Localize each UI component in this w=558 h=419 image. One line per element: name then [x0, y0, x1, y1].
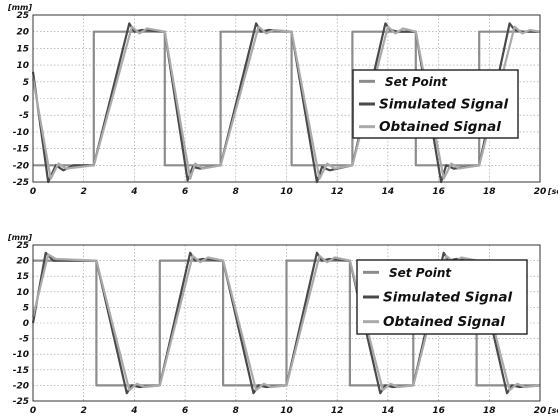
- y-tick-label: -25: [13, 397, 29, 407]
- x-tick-label: 2: [81, 187, 87, 197]
- legend-entry: Simulated Signal: [379, 97, 508, 113]
- x-axis-unit: [seg]: [547, 406, 558, 415]
- legend-box: [352, 69, 519, 139]
- x-tick-label: 20: [534, 406, 547, 416]
- y-tick-label: -5: [19, 335, 29, 345]
- x-tick-label: 10: [280, 406, 293, 416]
- x-tick-label: 18: [483, 406, 496, 416]
- y-tick-label: 10: [16, 61, 29, 71]
- legend: Set Point Simulated Signal Obtained Signal: [356, 259, 528, 335]
- x-tick-label: 14: [382, 187, 395, 197]
- legend-entry: Obtained Signal: [383, 314, 505, 330]
- x-tick-label: 10: [280, 187, 293, 197]
- x-tick-label: 0: [30, 406, 36, 416]
- plot-frame: [32, 244, 541, 402]
- legend: Set Point Simulated Signal Obtained Signal: [352, 69, 519, 139]
- x-tick-label: 16: [432, 187, 445, 197]
- y-tick-label: 20: [16, 257, 29, 267]
- legend-entry: Simulated Signal: [383, 290, 512, 306]
- x-tick-label: 14: [382, 406, 395, 416]
- x-tick-label: 6: [182, 187, 188, 197]
- y-axis-unit: [mm]: [7, 233, 32, 242]
- y-tick-label: -15: [13, 366, 29, 376]
- x-tick-label: 6: [182, 406, 188, 416]
- x-tick-label: 2: [81, 406, 87, 416]
- y-tick-label: 15: [16, 272, 29, 282]
- legend-box: [356, 259, 528, 335]
- legend-entry: Set Point: [389, 266, 452, 280]
- y-tick-label: 20: [16, 28, 29, 38]
- y-tick-label: 5: [23, 303, 29, 313]
- y-tick-label: 5: [23, 78, 29, 88]
- y-tick-label: 25: [16, 11, 29, 21]
- y-tick-label: -10: [13, 350, 29, 360]
- x-axis-unit: [seg]: [547, 187, 558, 196]
- legend-entry: Obtained Signal: [379, 119, 501, 135]
- y-tick-label: -20: [13, 161, 29, 171]
- y-tick-label: 25: [16, 241, 29, 251]
- x-tick-label: 8: [233, 187, 239, 197]
- y-tick-label: -25: [13, 178, 29, 188]
- x-tick-label: 8: [233, 406, 239, 416]
- y-tick-label: -20: [13, 381, 29, 391]
- y-tick-label: 15: [16, 44, 29, 54]
- y-tick-label: -10: [13, 128, 29, 138]
- x-tick-label: 4: [130, 406, 137, 416]
- y-tick-label: 0: [23, 95, 29, 105]
- legend-entry: Set Point: [385, 75, 448, 89]
- series-line-obtained-signal: [31, 253, 541, 392]
- x-tick-label: 4: [130, 187, 137, 197]
- y-tick-label: -15: [13, 145, 29, 155]
- x-tick-label: 16: [432, 406, 445, 416]
- x-tick-label: 18: [483, 187, 496, 197]
- x-tick-label: 0: [30, 187, 36, 197]
- series-line-obtained-signal: [31, 25, 541, 180]
- y-tick-label: 0: [23, 319, 29, 329]
- y-tick-label: -5: [19, 111, 29, 121]
- y-tick-label: 10: [16, 288, 29, 298]
- x-tick-label: 12: [331, 406, 344, 416]
- y-axis-unit: [mm]: [7, 3, 32, 12]
- plot-frame: [32, 14, 541, 183]
- x-tick-label: 20: [534, 187, 547, 197]
- x-tick-label: 12: [331, 187, 344, 197]
